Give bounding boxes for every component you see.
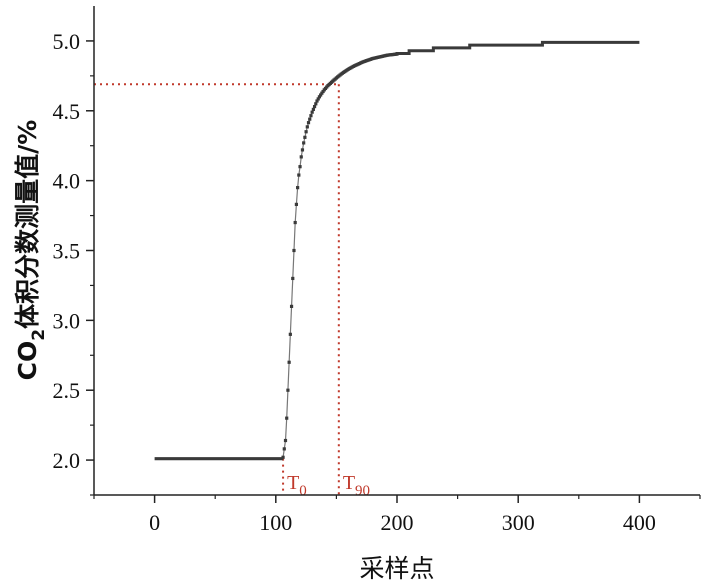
- data-point: [304, 130, 308, 134]
- data-point: [303, 135, 307, 139]
- y-axis-title-sub: 2: [29, 329, 49, 341]
- y-tick-label: 5.0: [53, 29, 81, 54]
- data-point: [282, 447, 286, 451]
- data-point: [311, 107, 315, 111]
- data-point: [306, 121, 311, 125]
- y-tick-label: 4.0: [53, 169, 81, 194]
- plot-layer: T0 T90: [94, 40, 640, 499]
- data-point: [300, 148, 305, 152]
- annotation-main: T: [343, 472, 355, 494]
- y-axis-title-main: CO: [13, 341, 42, 381]
- data-point: [316, 97, 320, 101]
- data-point: [281, 455, 285, 459]
- series-step-tail: [395, 40, 640, 55]
- annotation-label: T0: [287, 472, 307, 499]
- annotation-sub: 90: [355, 483, 370, 499]
- series-line: [282, 53, 398, 459]
- y-tick-label: 3.5: [53, 239, 81, 264]
- data-point: [298, 165, 302, 169]
- x-tick-label: 100: [259, 510, 292, 535]
- data-point: [283, 438, 288, 443]
- data-point: [314, 102, 318, 106]
- data-point: [289, 304, 294, 308]
- data-point: [299, 155, 303, 159]
- x-axis-title: 采样点: [359, 554, 434, 583]
- data-point: [285, 416, 289, 420]
- y-tick-label: 2.5: [53, 378, 81, 403]
- x-tick-label: 300: [502, 510, 535, 535]
- data-point: [320, 91, 324, 95]
- data-point: [292, 248, 296, 253]
- data-point: [297, 173, 301, 177]
- y-tick-label: 3.0: [53, 308, 81, 333]
- y-axis-title: CO2体积分数测量值/%: [13, 120, 49, 381]
- y-tick-label: 4.5: [53, 99, 81, 124]
- data-point: [312, 104, 317, 109]
- data-point: [315, 99, 319, 103]
- data-point: [294, 202, 298, 206]
- data-point: [310, 110, 314, 114]
- data-point: [317, 95, 322, 99]
- x-tick-label: 0: [149, 510, 160, 535]
- data-point: [309, 114, 313, 118]
- y-axis-title-rest: 体积分数测量值/%: [13, 120, 42, 329]
- data-point: [305, 125, 309, 129]
- data-point: [288, 332, 292, 336]
- annotation-sub: 0: [299, 483, 307, 499]
- data-point: [291, 276, 295, 281]
- axes-layer: 0 100 200 300 400 2.0 2.5 3.0 3.5 4.0 4.5 5.0 采样点 CO2…: [13, 6, 701, 583]
- data-point: [286, 388, 290, 392]
- annotation-main: T: [287, 472, 299, 494]
- y-tick-label: 2.0: [53, 448, 81, 473]
- x-tick-label: 400: [623, 510, 656, 535]
- x-tick-label: 200: [381, 510, 414, 535]
- data-point: [302, 141, 306, 145]
- data-point: [308, 117, 312, 121]
- data-point: [319, 93, 323, 97]
- data-point: [296, 186, 300, 190]
- data-point: [321, 89, 325, 94]
- data-point: [287, 360, 291, 364]
- data-point: [293, 220, 297, 225]
